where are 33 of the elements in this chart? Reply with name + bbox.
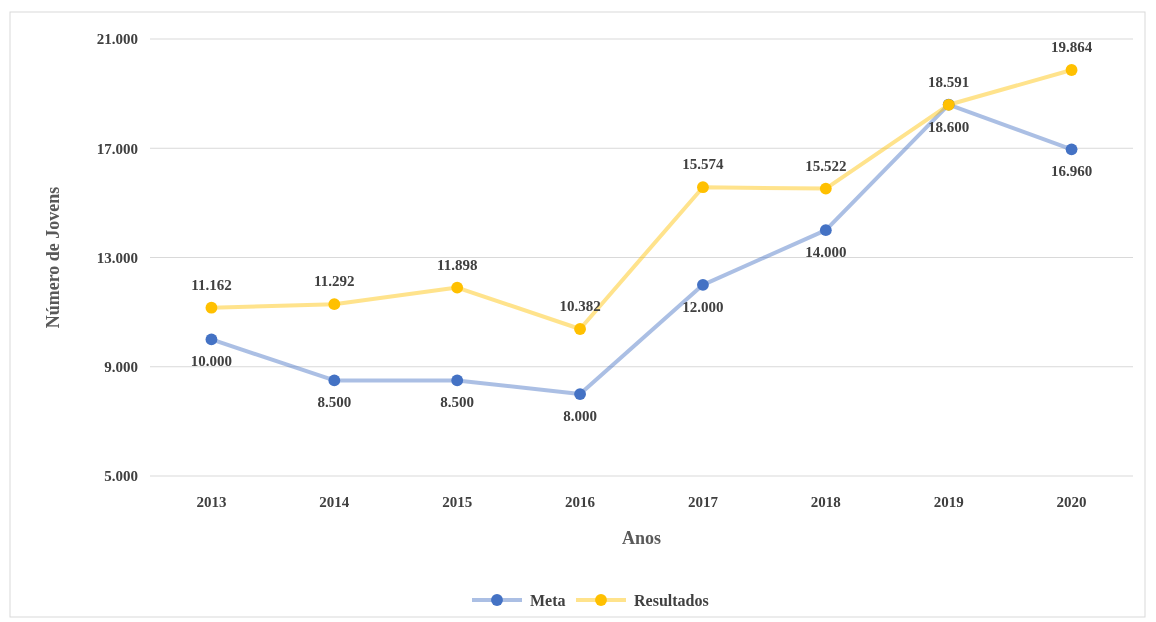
x-tick-label: 2016 <box>565 494 596 510</box>
data-label: 11.292 <box>314 273 355 290</box>
x-tick-label: 2018 <box>810 494 841 510</box>
data-label: 11.162 <box>191 276 232 293</box>
legend-label: Resultados <box>634 591 709 609</box>
y-tick-label: 13.000 <box>96 249 138 266</box>
data-label: 18.600 <box>928 118 970 135</box>
x-tick-label: 2020 <box>1056 494 1087 510</box>
data-label: 10.000 <box>190 353 233 370</box>
y-tick-label: 17.000 <box>96 140 138 157</box>
legend-label: Meta <box>530 591 566 609</box>
x-tick-label: 2015 <box>442 494 473 510</box>
data-label: 8.500 <box>440 394 475 411</box>
data-label: 8.500 <box>317 394 352 411</box>
y-tick-label: 21.000 <box>96 31 138 48</box>
data-label: 11.898 <box>436 256 478 273</box>
y-tick-label: 5.000 <box>104 468 138 485</box>
data-label: 12.000 <box>682 298 724 315</box>
y-axis-title: Número de Jovens <box>43 186 63 329</box>
data-label: 16.960 <box>1050 163 1093 180</box>
data-label: 14.000 <box>805 244 847 261</box>
x-axis-title: Anos <box>621 528 662 548</box>
x-tick-label: 2014 <box>319 494 350 510</box>
x-tick-label: 2013 <box>196 494 227 510</box>
data-label: 8.000 <box>563 408 597 425</box>
data-label: 10.382 <box>559 298 601 314</box>
x-tick-label: 2019 <box>933 494 964 510</box>
data-label: 15.574 <box>682 156 725 173</box>
x-tick-label: 2017 <box>687 494 719 510</box>
y-tick-label: 9.000 <box>104 359 138 375</box>
data-label: 18.591 <box>928 73 970 90</box>
data-label: 15.522 <box>805 157 847 174</box>
data-label: 19.864 <box>1050 39 1093 56</box>
